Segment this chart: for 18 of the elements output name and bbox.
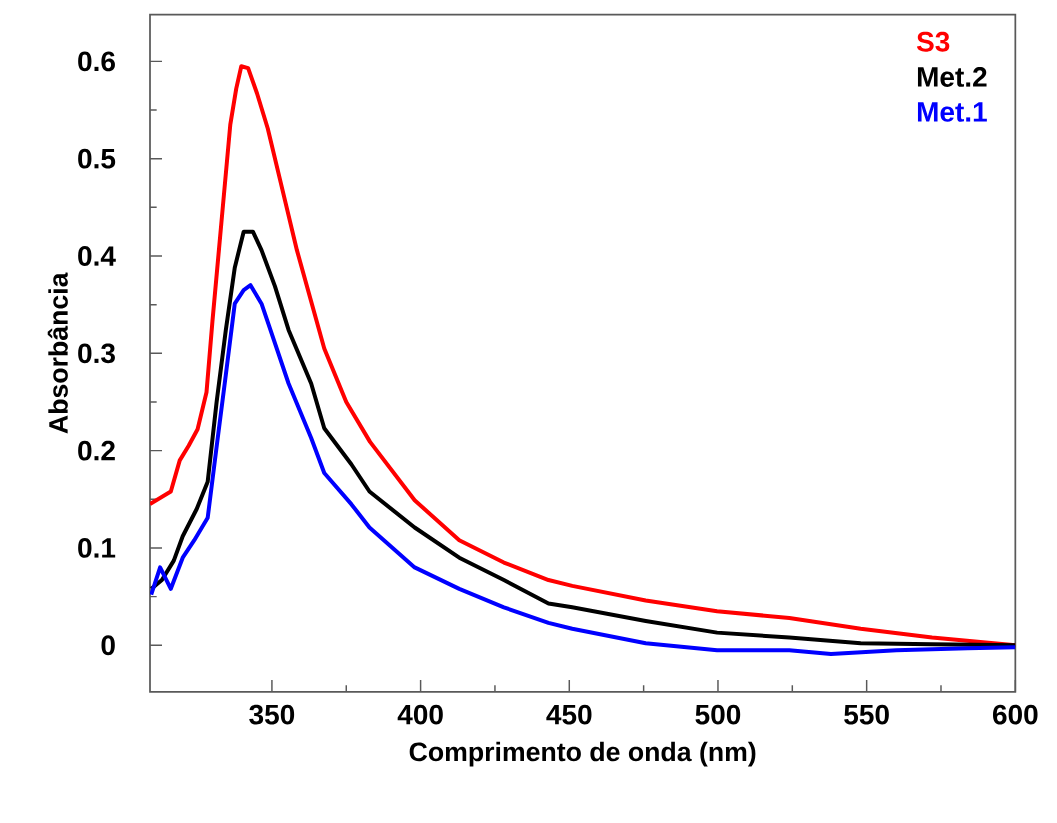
y-axis-title: Absorbância: [47, 272, 68, 434]
y-tick-label: 0.3: [78, 343, 115, 364]
text: Met.1: [917, 102, 987, 122]
x-tick-label: 500: [695, 704, 741, 725]
y-tick-label: 0.2: [78, 440, 115, 461]
x-tick-label: 550: [844, 704, 889, 725]
y-tick-label: 0: [101, 635, 115, 656]
x-tick-label: 450: [546, 704, 592, 725]
x-tick-label: 400: [397, 704, 443, 725]
y-tick-label: 0.6: [78, 51, 115, 72]
x-axis-title: Comprimento de onda (nm): [409, 741, 756, 767]
y-tick-label: 0.5: [78, 148, 116, 169]
x-tick-label: 350: [249, 704, 295, 725]
text: S3: [916, 31, 950, 52]
y-tick-label: 0.1: [78, 538, 116, 558]
text: Met.2: [917, 67, 987, 87]
y-tick-label: 0.4: [78, 246, 116, 266]
x-tick-label: 600: [993, 704, 1038, 725]
